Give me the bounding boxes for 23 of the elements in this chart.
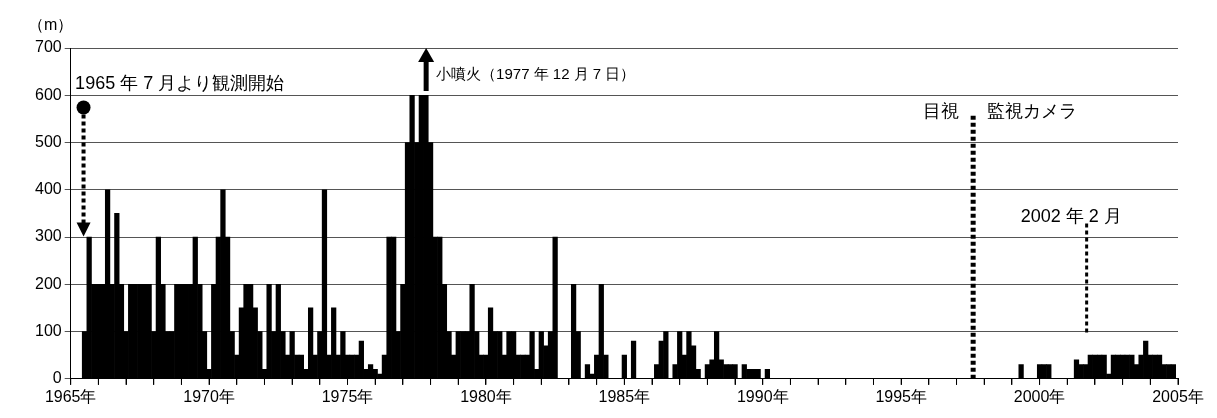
x-tick-label: 2000年 (1013, 387, 1066, 405)
annotation: 小噴火（1977 年 12 月 7 日） (436, 64, 636, 82)
x-tick-label: 1995年 (875, 387, 927, 405)
y-tick-label: 100 (34, 321, 62, 339)
y-tick-label: 200 (34, 274, 62, 292)
annotation: 目視 (923, 100, 960, 121)
x-tick-label: 1970年 (183, 387, 235, 405)
y-tick-label: 700 (34, 38, 62, 56)
y-tick-label: 400 (34, 180, 62, 198)
x-tick-label: 1990年 (736, 387, 789, 405)
annotation: 1965 年 7 月より観測開始 (75, 73, 285, 94)
annotation: 2002 年 2 月 (1020, 205, 1122, 226)
annotation: 監視カメラ (987, 100, 1078, 121)
x-tick-label: 1975年 (321, 387, 374, 405)
y-tick-label: 500 (34, 132, 62, 150)
x-tick-label: 1985年 (598, 387, 651, 405)
x-tick-label: 1965年 (44, 387, 97, 405)
y-axis-title: （m） (28, 16, 74, 34)
x-tick-label: 1980年 (460, 387, 512, 405)
y-tick-label: 600 (34, 85, 62, 103)
x-tick-label: 2005年 (1152, 387, 1204, 405)
y-tick-label: 300 (34, 227, 62, 245)
y-tick-label: 0 (52, 369, 62, 387)
